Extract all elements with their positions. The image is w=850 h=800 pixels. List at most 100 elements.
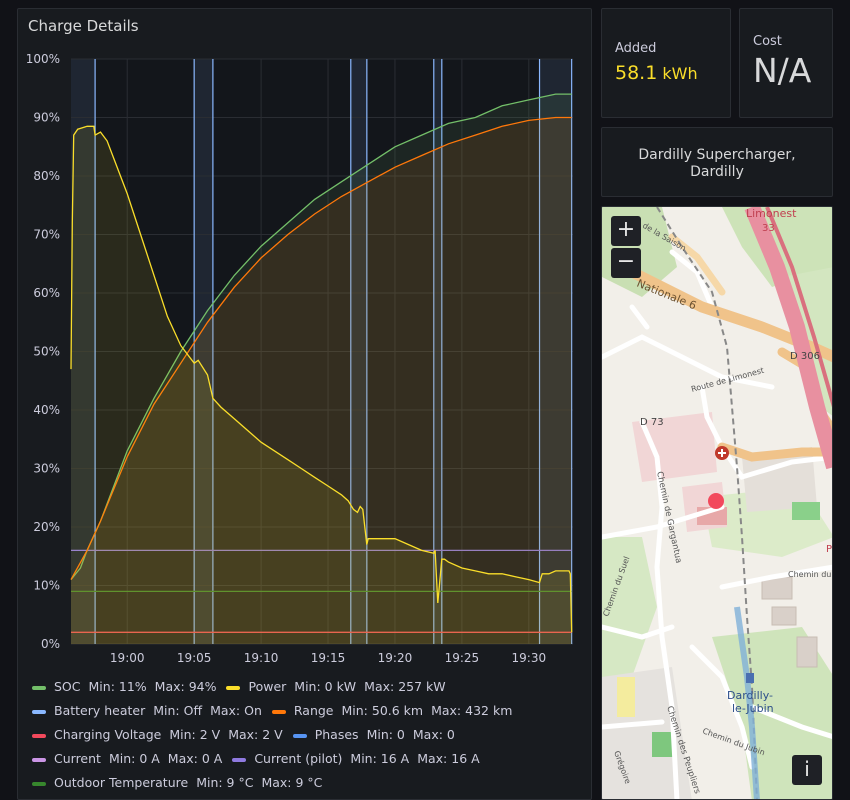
legend-swatch — [32, 757, 46, 762]
legend-min: Min: Off — [153, 703, 203, 718]
legend-min: Min: 11% — [88, 679, 147, 694]
legend-min: Min: 0 kW — [294, 679, 357, 694]
location-panel: Dardilly Supercharger, Dardilly — [601, 127, 833, 197]
legend-series-name: Current — [54, 751, 101, 766]
legend-row: Battery heater Min: Off Max: On Range Min: 5… — [32, 699, 522, 723]
legend-min: Min: 0 A — [108, 751, 160, 766]
y-tick-label: 0% — [41, 637, 60, 651]
location-name: Dardilly Supercharger, Dardilly — [638, 147, 796, 180]
legend-swatch — [292, 733, 307, 738]
legend-max: Max: 16 A — [417, 751, 480, 766]
series-area-power — [71, 126, 572, 645]
legend-item[interactable]: Outdoor Temperature Min: 9 °C Max: 9 °C — [32, 771, 322, 795]
legend-series-name: Phases — [314, 727, 359, 742]
map-label-d73: D 73 — [640, 417, 664, 428]
map-label-limonest-code: 33 — [762, 223, 775, 234]
legend-swatch — [232, 757, 247, 762]
series-line-power — [70, 125, 573, 633]
legend-swatch — [32, 781, 46, 786]
zoom-in-button[interactable]: + — [611, 216, 641, 246]
legend-swatch — [271, 709, 286, 714]
map-panel[interactable]: Limonest 33 Nationale 6 D 306 D 73 Route… — [601, 206, 833, 800]
map-view[interactable]: Limonest 33 Nationale 6 D 306 D 73 Route… — [602, 207, 833, 800]
legend-min: Min: 0 — [366, 727, 405, 742]
map-label-le-jubin: le-Jubin — [732, 702, 774, 715]
charge-details-panel: Charge Details 0% 10% 20% 30% 40% 50% 60% 70% 80… — [17, 8, 592, 800]
legend-max: Max: 2 V — [228, 727, 283, 742]
y-tick-label: 80% — [33, 169, 60, 183]
x-tick-label: 19:20 — [378, 651, 413, 665]
legend-min: Min: 16 A — [350, 751, 410, 766]
map-label-d306: D 306 — [790, 351, 820, 362]
legend-max: Max: On — [210, 703, 262, 718]
legend-max: Max: 0 A — [167, 751, 223, 766]
legend-item[interactable]: Battery heater Min: Off Max: On — [32, 699, 262, 723]
series-line-range — [70, 116, 572, 580]
y-tick-label: 20% — [33, 520, 60, 534]
x-tick-label: 19:25 — [445, 651, 480, 665]
y-tick-label: 100% — [26, 52, 60, 66]
legend-series-name: Range — [293, 703, 334, 718]
legend-item[interactable]: Range Min: 50.6 km Max: 432 km — [271, 699, 513, 723]
chart-legend: SOC Min: 11% Max: 94% Power Min: 0 kW Max: 25… — [32, 675, 522, 795]
legend-swatch — [32, 685, 46, 690]
legend-min: Min: 2 V — [169, 727, 221, 742]
legend-row: Current Min: 0 A Max: 0 A Current (pilot) Mi… — [32, 747, 522, 771]
cost-value: N/A — [753, 51, 812, 90]
y-tick-label: 70% — [33, 228, 60, 242]
cost-stat-panel: Cost N/A — [739, 8, 833, 118]
legend-series-name: Power — [248, 679, 287, 694]
y-tick-label: 40% — [33, 403, 60, 417]
y-tick-label: 10% — [33, 579, 60, 593]
legend-swatch — [32, 733, 46, 738]
legend-item[interactable]: Current (pilot) Min: 16 A Max: 16 A — [232, 747, 480, 771]
legend-series-name: Battery heater — [54, 703, 146, 718]
legend-row: Outdoor Temperature Min: 9 °C Max: 9 °C — [32, 771, 522, 795]
legend-series-name: Outdoor Temperature — [54, 775, 189, 790]
series-area-range — [71, 117, 572, 644]
map-label-limonest: Limonest — [746, 207, 797, 220]
cost-label: Cost — [753, 34, 782, 49]
x-tick-label: 19:10 — [244, 651, 279, 665]
added-label: Added — [615, 41, 657, 56]
legend-max: Max: 432 km — [431, 703, 513, 718]
legend-min: Min: 50.6 km — [341, 703, 424, 718]
legend-series-name: Current (pilot) — [254, 751, 343, 766]
legend-swatch — [32, 709, 46, 714]
y-tick-label: 30% — [33, 462, 60, 476]
added-stat-panel: Added 58.1 kWh — [601, 8, 731, 118]
x-tick-label: 19:05 — [177, 651, 212, 665]
legend-item[interactable]: Current Min: 0 A Max: 0 A — [32, 747, 222, 771]
legend-row: SOC Min: 11% Max: 94% Power Min: 0 kW Max: 25… — [32, 675, 522, 699]
x-tick-label: 19:15 — [311, 651, 346, 665]
zoom-out-button[interactable]: − — [611, 248, 641, 278]
legend-row: Charging Voltage Min: 2 V Max: 2 V Phases Mi… — [32, 723, 522, 747]
series-line-soc — [70, 93, 572, 581]
added-number: 58.1 — [615, 62, 658, 84]
map-label-p: P — [826, 544, 832, 555]
legend-max: Max: 9 °C — [261, 775, 323, 790]
legend-item[interactable]: SOC Min: 11% Max: 94% — [32, 675, 216, 699]
legend-item[interactable]: Phases Min: 0 Max: 0 — [292, 723, 455, 747]
charge-chart[interactable]: 0% 10% 20% 30% 40% 50% 60% 70% 80% 90% 100% 19:00 19… — [18, 9, 593, 674]
legend-max: Max: 0 — [412, 727, 455, 742]
map-info-button[interactable]: i — [792, 755, 822, 785]
series-area-soc — [71, 94, 572, 645]
x-tick-label: 19:30 — [512, 651, 547, 665]
x-tick-label: 19:00 — [110, 651, 145, 665]
y-tick-label: 50% — [33, 345, 60, 359]
legend-series-name: SOC — [54, 679, 81, 694]
added-unit: kWh — [657, 64, 698, 83]
legend-max: Max: 94% — [154, 679, 217, 694]
legend-swatch — [226, 685, 241, 690]
legend-item[interactable]: Charging Voltage Min: 2 V Max: 2 V — [32, 723, 283, 747]
location-marker — [708, 493, 724, 509]
legend-series-name: Charging Voltage — [54, 727, 162, 742]
y-tick-label: 90% — [33, 111, 60, 125]
map-label-chemin-du: Chemin du D — [788, 570, 833, 579]
y-tick-label: 60% — [33, 286, 60, 300]
added-value: 58.1 kWh — [615, 62, 698, 84]
panel-title: Charge Details — [28, 17, 139, 35]
legend-item[interactable]: Power Min: 0 kW Max: 257 kW — [226, 675, 446, 699]
map-label-dardilly: Dardilly- — [727, 689, 773, 702]
